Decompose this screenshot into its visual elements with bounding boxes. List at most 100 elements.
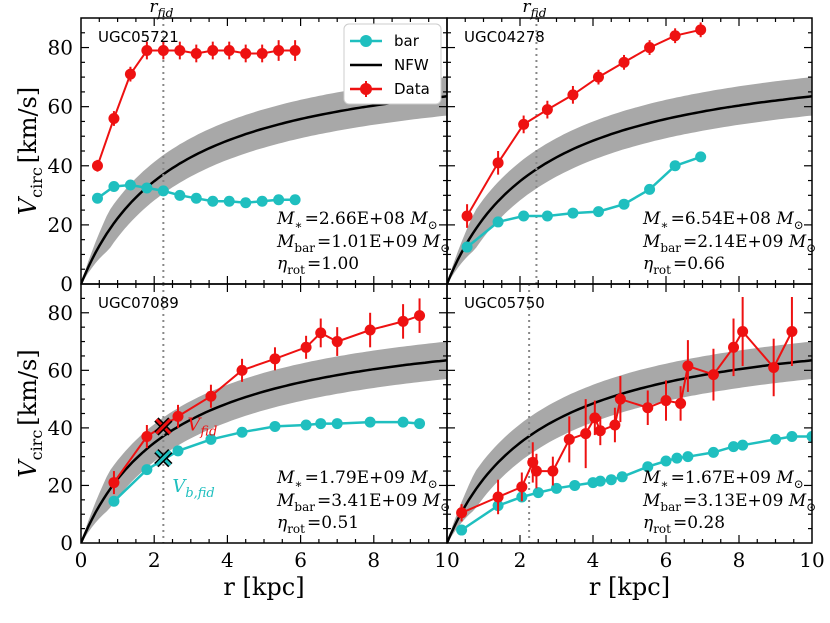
- data-series-line: [466, 28, 701, 217]
- legend-label: NFW: [394, 56, 429, 74]
- data-point: [669, 30, 681, 42]
- legend-entry-data: Data: [350, 80, 430, 98]
- y-tick-label: 20: [48, 473, 73, 497]
- data-point: [786, 325, 798, 337]
- bar-point: [240, 197, 252, 209]
- data-point: [205, 390, 217, 402]
- data-point: [300, 341, 312, 353]
- rfid-label: rfid: [149, 0, 173, 20]
- x-axis-title: r [kpc]: [589, 573, 670, 601]
- nfw-curve: [447, 359, 812, 543]
- data-point: [592, 71, 604, 83]
- galaxy-name: UGC04278: [464, 28, 545, 46]
- bar-point: [269, 420, 281, 432]
- mstar-annotation: M∗ =2.66E+08 M⊙: [276, 209, 438, 232]
- y-tick-label: 60: [48, 95, 73, 119]
- bar-point: [642, 461, 654, 473]
- data-point: [567, 89, 579, 101]
- bar-point: [456, 524, 468, 536]
- vbfid-label: Vb,fid: [172, 476, 214, 501]
- legend-label: bar: [394, 32, 420, 50]
- bar-point: [141, 182, 153, 194]
- bar-point: [605, 474, 617, 486]
- bar-point: [108, 495, 120, 507]
- data-point: [273, 45, 285, 57]
- y-tick-label: 80: [48, 301, 73, 325]
- bar-point: [300, 419, 312, 431]
- data-point: [124, 68, 136, 80]
- bar-point: [569, 479, 581, 491]
- y-tick-label: 0: [60, 531, 73, 555]
- mbar-annotation: Mbar =3.41E+09 M⊙: [276, 491, 450, 514]
- data-point: [289, 45, 301, 57]
- data-point: [563, 433, 575, 445]
- nfw-curve: [81, 359, 447, 543]
- bar-point: [207, 195, 219, 207]
- eta-annotation: ηrot =0.66: [643, 254, 725, 277]
- data-point: [614, 393, 626, 405]
- bar-point: [660, 455, 672, 467]
- bar-point: [172, 445, 184, 457]
- eta-annotation: ηrot =0.51: [277, 513, 359, 536]
- nfw-curve: [447, 95, 812, 284]
- bar-point: [223, 195, 235, 207]
- data-point: [516, 481, 528, 493]
- x-tick-label: 4: [221, 548, 234, 572]
- tick-marks: [447, 18, 812, 284]
- data-point: [223, 45, 235, 57]
- data-point: [642, 402, 654, 414]
- data-point: [364, 324, 376, 336]
- x-tick-label: 10: [434, 548, 459, 572]
- panel-ugc07089: Vfid Vb,fid UGC07089 M∗ =1.79E+09 M⊙Mbar =3.4…: [80, 283, 450, 544]
- galaxy-name: UGC07089: [98, 294, 179, 312]
- data-point: [256, 47, 268, 59]
- rfid-label: rfid: [522, 0, 546, 20]
- data-point: [456, 507, 468, 519]
- panel-ugc05750: UGC05750 M∗ =1.67E+09 M⊙Mbar =3.13E+09 M⊙ηr…: [446, 283, 816, 544]
- bar-point: [518, 210, 530, 222]
- y-tick-label: 80: [48, 36, 73, 60]
- y-tick-label: 20: [48, 213, 73, 237]
- legend-entry-bar: bar: [350, 32, 420, 50]
- data-point: [644, 42, 656, 54]
- x-tick-label: 4: [587, 548, 600, 572]
- bar-point: [644, 183, 656, 195]
- data-point: [609, 419, 621, 431]
- mbar-annotation: Mbar =2.14E+09 M⊙: [642, 232, 816, 255]
- x-tick-label: 10: [799, 548, 824, 572]
- y-axis-title: Vcirc[km/s]: [14, 349, 46, 477]
- data-point: [492, 157, 504, 169]
- data-point: [141, 431, 153, 443]
- bar-point: [141, 464, 153, 476]
- data-point: [91, 160, 103, 172]
- bar-point: [190, 192, 202, 204]
- data-point: [541, 104, 553, 116]
- data-point: [695, 24, 707, 36]
- bar-point: [331, 418, 343, 430]
- bar-point: [616, 471, 628, 483]
- bar-point: [682, 451, 694, 463]
- data-point: [397, 315, 409, 327]
- bar-point: [594, 475, 606, 487]
- data-point: [580, 428, 592, 440]
- data-point: [108, 477, 120, 489]
- y-tick-label: 40: [48, 416, 73, 440]
- data-series-line: [113, 314, 420, 484]
- panel-ugc04278: UGC04278 M∗ =6.54E+08 M⊙Mbar =2.14E+09 M⊙ηr…: [446, 17, 816, 285]
- x-tick-label: 0: [75, 548, 88, 572]
- x-axis-title: r [kpc]: [223, 573, 304, 601]
- bar-point: [728, 441, 740, 453]
- bar-point: [174, 189, 186, 201]
- data-point: [768, 361, 780, 373]
- data-point: [461, 210, 473, 222]
- bar-point: [492, 216, 504, 228]
- vbfid-marker: [154, 448, 173, 468]
- data-point: [492, 491, 504, 503]
- galaxy-name: UGC05750: [464, 294, 545, 312]
- y-tick-label: 40: [48, 154, 73, 178]
- mstar-annotation: M∗ =1.79E+09 M⊙: [276, 468, 438, 491]
- data-point: [157, 45, 169, 57]
- vfid-marker: [154, 417, 173, 436]
- bar-point: [737, 439, 749, 451]
- y-tick-label: 0: [60, 272, 73, 296]
